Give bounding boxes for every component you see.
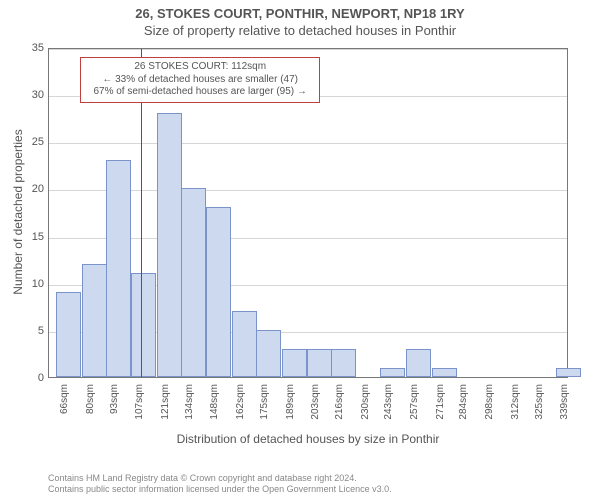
histogram-bar — [307, 349, 332, 377]
annotation-line1: 26 STOKES COURT: 112sqm — [87, 61, 313, 74]
xtick-label: 189sqm — [285, 384, 296, 434]
xtick-label: 325sqm — [534, 384, 545, 434]
histogram-bar — [406, 349, 431, 377]
histogram-bar — [106, 160, 131, 377]
histogram-bar — [256, 330, 281, 377]
footnote-line2: Contains public sector information licen… — [48, 484, 392, 496]
xtick-label: 312sqm — [510, 384, 521, 434]
xtick-label: 121sqm — [160, 384, 171, 434]
chart-title-line2: Size of property relative to detached ho… — [0, 21, 600, 38]
chart-title-line1: 26, STOKES COURT, PONTHIR, NEWPORT, NP18… — [0, 0, 600, 21]
histogram-bar — [206, 207, 231, 377]
ytick-label: 0 — [14, 372, 44, 384]
histogram-bar — [380, 368, 405, 377]
histogram-bar — [56, 292, 81, 377]
histogram-bar — [131, 273, 156, 377]
ytick-label: 25 — [14, 136, 44, 148]
xtick-label: 257sqm — [409, 384, 420, 434]
xtick-label: 243sqm — [383, 384, 394, 434]
xtick-label: 216sqm — [334, 384, 345, 434]
footnote-line1: Contains HM Land Registry data © Crown c… — [48, 473, 392, 485]
ytick-label: 30 — [14, 89, 44, 101]
xtick-label: 134sqm — [184, 384, 195, 434]
plot-area: 26 STOKES COURT: 112sqm← 33% of detached… — [48, 48, 568, 378]
xtick-label: 230sqm — [360, 384, 371, 434]
ytick-label: 20 — [14, 183, 44, 195]
histogram-bar — [331, 349, 356, 377]
gridline — [49, 143, 567, 144]
histogram-bar — [282, 349, 307, 377]
footnote: Contains HM Land Registry data © Crown c… — [48, 473, 392, 496]
xtick-label: 339sqm — [559, 384, 570, 434]
histogram-bar — [157, 113, 182, 377]
xtick-label: 66sqm — [59, 384, 70, 434]
xtick-label: 203sqm — [310, 384, 321, 434]
histogram-bar — [556, 368, 581, 377]
histogram-bar — [232, 311, 257, 377]
histogram-bar — [82, 264, 107, 377]
xtick-label: 298sqm — [484, 384, 495, 434]
ytick-label: 15 — [14, 231, 44, 243]
xtick-label: 175sqm — [259, 384, 270, 434]
gridline — [49, 49, 567, 50]
annotation-line2: ← 33% of detached houses are smaller (47… — [87, 74, 313, 87]
xtick-label: 271sqm — [435, 384, 446, 434]
x-axis-label: Distribution of detached houses by size … — [48, 432, 568, 446]
annotation-box: 26 STOKES COURT: 112sqm← 33% of detached… — [80, 57, 320, 103]
annotation-line3: 67% of semi-detached houses are larger (… — [87, 86, 313, 99]
histogram-bar — [432, 368, 457, 377]
ytick-label: 35 — [14, 42, 44, 54]
histogram-bar — [181, 188, 206, 377]
xtick-label: 93sqm — [109, 384, 120, 434]
xtick-label: 107sqm — [134, 384, 145, 434]
xtick-label: 80sqm — [85, 384, 96, 434]
ytick-label: 5 — [14, 325, 44, 337]
xtick-label: 284sqm — [458, 384, 469, 434]
ytick-label: 10 — [14, 278, 44, 290]
xtick-label: 162sqm — [235, 384, 246, 434]
xtick-label: 148sqm — [209, 384, 220, 434]
